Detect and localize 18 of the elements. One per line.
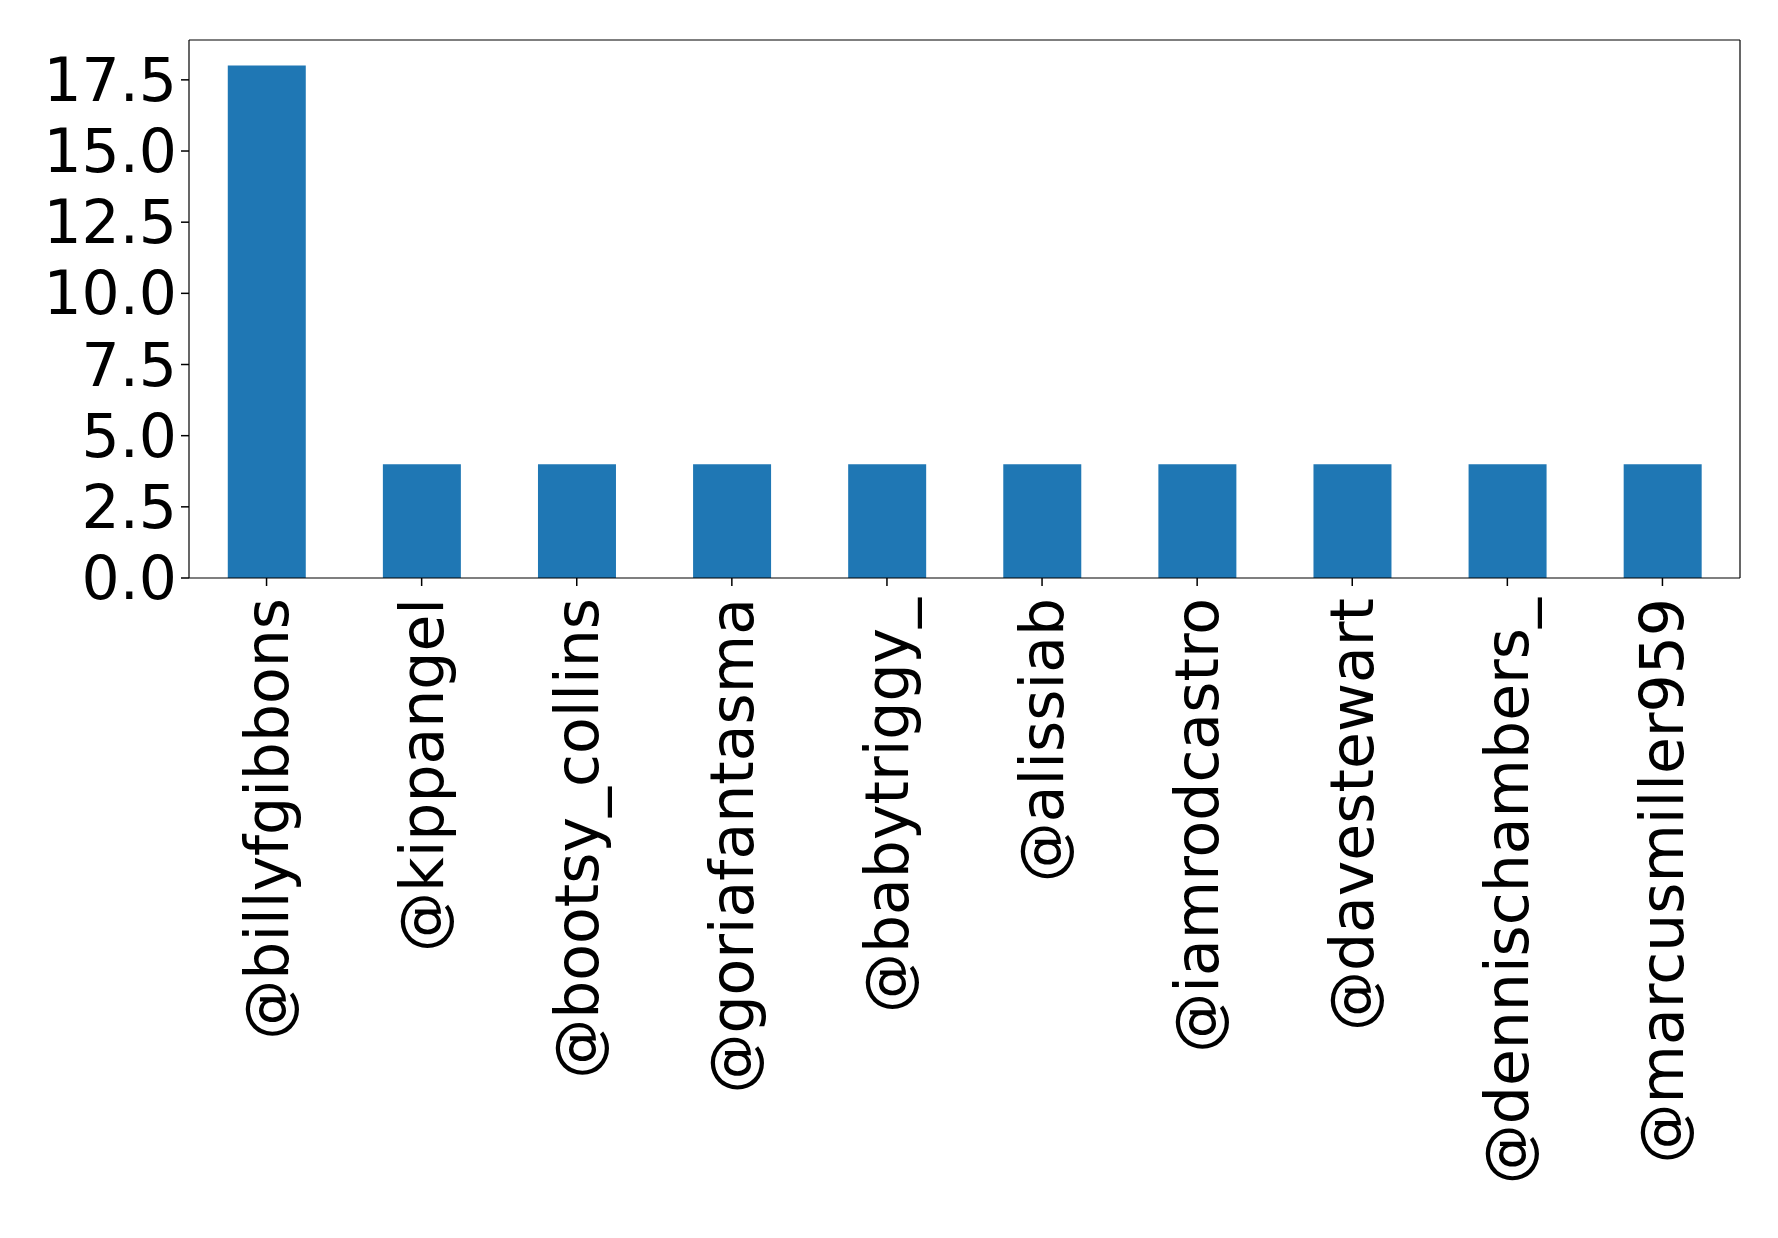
- y-tick-label: 12.5: [43, 187, 177, 258]
- x-tick-label: @iamrodcastro: [1162, 598, 1233, 1053]
- x-tick-label: @bootsy_collins: [541, 598, 612, 1079]
- x-tick-label: @alissiab: [1007, 598, 1078, 883]
- x-tick-label: @kippangel: [386, 598, 457, 953]
- x-tick-label: @babytriggy_: [851, 597, 922, 1013]
- x-tick-label: @marcusmiller959: [1627, 598, 1698, 1164]
- y-tick-label: 10.0: [43, 258, 177, 329]
- y-tick-label: 15.0: [43, 116, 177, 187]
- x-tick-label: @davestewart: [1317, 598, 1388, 1032]
- y-tick-label: 0.0: [81, 543, 177, 613]
- x-tick-label: @goriafantasma: [696, 598, 767, 1094]
- y-tick-label: 5.0: [81, 400, 177, 471]
- x-tick-label: @dennischambers_: [1472, 597, 1543, 1185]
- y-tick-label: 17.5: [43, 44, 177, 115]
- x-tick-label: @billyfgibbons: [231, 598, 302, 1040]
- y-tick-label: 7.5: [81, 329, 177, 400]
- y-tick-label: 2.5: [81, 471, 177, 542]
